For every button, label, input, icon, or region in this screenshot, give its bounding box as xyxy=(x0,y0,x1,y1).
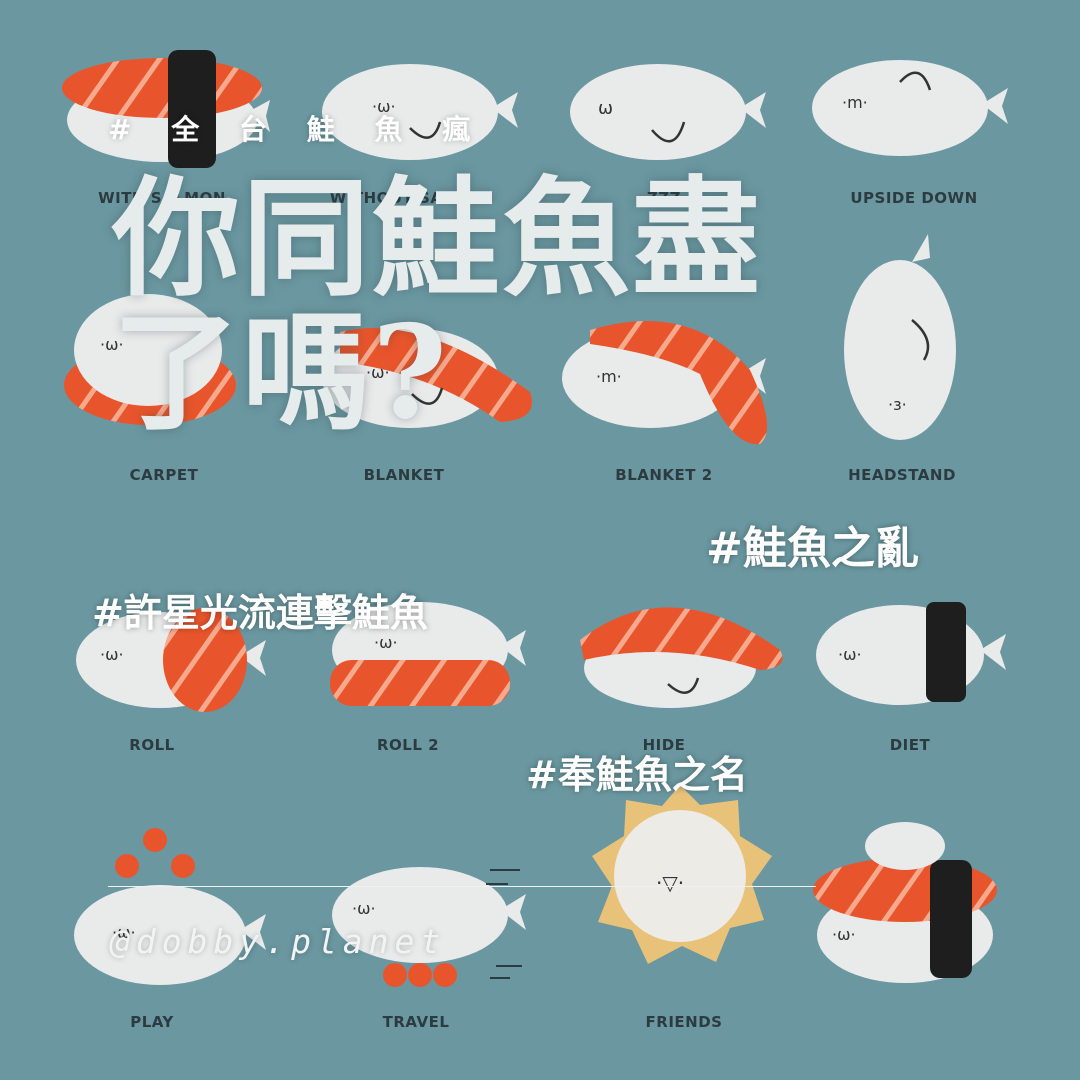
seal-upside-down: ·m· xyxy=(812,60,1008,156)
top-hashtag: # 全 台 鮭 魚 瘋 xyxy=(108,113,486,146)
svg-text:·ω·: ·ω· xyxy=(832,925,856,944)
svg-text:·m·: ·m· xyxy=(596,367,622,386)
seal-friends: ·ω· xyxy=(813,822,997,983)
headline-line-1: 你同鮭魚盡 xyxy=(112,164,763,314)
seal-travel: ·ω· xyxy=(332,867,526,987)
seal-play: ·ω· xyxy=(74,828,266,985)
grid-label-with-salmon: WITH SALMON xyxy=(98,189,226,207)
seal-zzz: ω xyxy=(570,64,766,160)
seal-hide xyxy=(580,607,783,708)
account-handle: @dobby.planet xyxy=(110,922,447,961)
hashtag-salmon-chaos: #鮭魚之亂 xyxy=(706,523,919,574)
svg-text:·ω·: ·ω· xyxy=(112,923,136,942)
grid-label-blanket: BLANKET xyxy=(363,466,445,484)
seal-headstand: ·ɜ· xyxy=(844,234,956,440)
svg-text:ω: ω xyxy=(598,98,613,119)
sun-friend: ·▽· xyxy=(592,785,772,964)
grid-label-play: PLAY xyxy=(130,1013,174,1031)
seal-diet: ·ω· xyxy=(816,602,1006,705)
grid-label-carpet: CARPET xyxy=(129,466,199,484)
grid-label-headstand: HEADSTAND xyxy=(848,466,956,484)
svg-text:·ω·: ·ω· xyxy=(100,645,124,664)
grid-label-hide: HIDE xyxy=(642,736,686,754)
hashtag-in-salmon-name: #奉鮭魚之名 xyxy=(526,753,748,797)
svg-text:·ω·: ·ω· xyxy=(372,97,396,116)
seal-without-salmon: ·ω· xyxy=(322,64,518,160)
svg-text:·ω·: ·ω· xyxy=(352,899,376,918)
svg-text:·ω·: ·ω· xyxy=(838,645,862,664)
divider-line xyxy=(108,886,816,887)
headline-line-2: 了嗎? xyxy=(112,298,450,448)
grid-label-zzz: ZZZ xyxy=(646,189,682,207)
grid-label-roll: ROLL xyxy=(129,736,175,754)
seal-blanket-2: ·m· xyxy=(562,321,768,445)
seal-roll-2: ·ω· xyxy=(330,602,526,706)
svg-text:·ω·: ·ω· xyxy=(100,335,124,354)
svg-text:·ω·: ·ω· xyxy=(374,633,398,652)
svg-text:·m·: ·m· xyxy=(842,93,868,112)
grid-label-diet: DIET xyxy=(889,736,931,754)
svg-text:·ɜ·: ·ɜ· xyxy=(888,395,907,414)
seal-with-salmon xyxy=(62,50,270,168)
seal-carpet: ·ω· xyxy=(64,294,236,425)
svg-text:·▽·: ·▽· xyxy=(656,871,684,895)
grid-label-travel: TRAVEL xyxy=(382,1013,450,1031)
seal-blanket: ·ω· xyxy=(322,328,532,428)
seal-roll: ·ω· xyxy=(76,608,266,712)
grid-label-without-salmon: WITHOUT SALMON xyxy=(329,189,495,207)
grid-label-upside-down: UPSIDE DOWN xyxy=(850,189,978,207)
svg-text:·ω·: ·ω· xyxy=(366,363,390,382)
hashtag-salmon-combo: #許星光流連擊鮭魚 xyxy=(92,591,428,635)
headline: 你同鮭魚盡 了嗎? xyxy=(112,172,812,440)
grid-label-friends: FRIENDS xyxy=(645,1013,723,1031)
grid-label-blanket-2: BLANKET 2 xyxy=(615,466,713,484)
grid-label-roll-2: ROLL 2 xyxy=(376,736,440,754)
